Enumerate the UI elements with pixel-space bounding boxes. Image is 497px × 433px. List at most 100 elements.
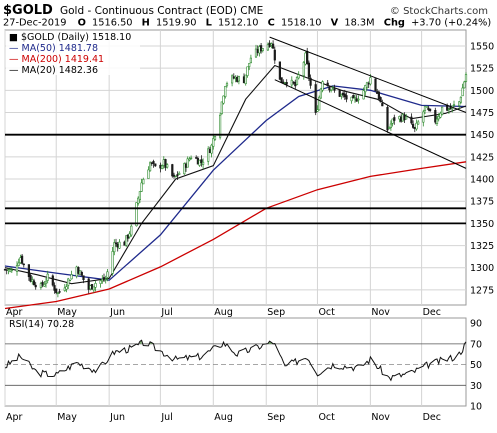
- y-tick-label: 1450: [470, 130, 494, 141]
- candle-body: [79, 270, 82, 276]
- candle-body: [106, 271, 109, 278]
- y-tick-label: 1425: [470, 152, 494, 163]
- y-tick-label: 1300: [470, 263, 494, 274]
- candle-body: [399, 116, 403, 122]
- candle-body: [34, 284, 37, 288]
- candle-body: [388, 127, 391, 129]
- y-tick-label: 1375: [470, 197, 494, 208]
- candle-body: [425, 106, 428, 108]
- candle-body: [464, 74, 468, 82]
- x-tick-label: Oct: [318, 412, 335, 423]
- candle-body: [447, 108, 451, 111]
- candle-body: [184, 163, 188, 168]
- candle-body: [82, 275, 85, 281]
- candle-body: [140, 182, 143, 192]
- candle-body: [411, 123, 415, 128]
- candle-body: [123, 241, 126, 246]
- candle-body: [459, 96, 463, 103]
- candle-body: [150, 162, 153, 164]
- candle-body: [270, 43, 273, 46]
- quote-line: 27-Dec-2019 O 1516.50 H 1519.90 L 1512.1…: [3, 18, 491, 29]
- candle-body: [379, 97, 382, 103]
- candle-body: [427, 107, 430, 111]
- candle-body: [449, 107, 452, 110]
- candle-body: [213, 136, 217, 140]
- candle-body: [283, 82, 287, 84]
- y-tick-label: 1325: [470, 241, 494, 252]
- candle-body: [452, 104, 456, 106]
- candle-body: [391, 118, 394, 124]
- candle-body: [164, 159, 167, 168]
- candle-body: [306, 50, 309, 64]
- candle-body: [94, 282, 97, 288]
- candle-body: [111, 251, 114, 274]
- candle-body: [154, 163, 157, 167]
- candle-body: [381, 103, 384, 107]
- candle-body: [417, 121, 420, 125]
- candle-body: [126, 234, 129, 239]
- y-tick-label: 1525: [470, 64, 494, 75]
- candle-body: [207, 148, 210, 162]
- candle-body: [10, 269, 13, 272]
- ma50-line: [4, 85, 467, 281]
- x-tick-label: Apr: [6, 412, 23, 423]
- candle-body: [188, 158, 191, 161]
- candle-body: [3, 268, 7, 271]
- candle-body: [261, 48, 264, 51]
- candle-body: [353, 97, 357, 100]
- candle-body: [142, 179, 145, 185]
- candle-body: [161, 165, 164, 169]
- x-tick-label: Jun: [109, 412, 125, 423]
- candle-body: [56, 292, 59, 294]
- candle-body: [256, 49, 259, 54]
- candle-body: [176, 174, 179, 177]
- candle-body: [437, 116, 440, 120]
- rsi-tick-label: 10: [470, 402, 482, 413]
- candle-body: [273, 49, 276, 61]
- candle-body: [137, 197, 140, 204]
- price-x-axis: Apr May Jun Jul Aug Sep Oct Nov Dec: [6, 307, 441, 318]
- candle-body: [80, 271, 83, 276]
- candle-body: [219, 114, 222, 138]
- candle-body: [352, 95, 355, 99]
- candle-body: [67, 278, 70, 286]
- candle-body: [294, 82, 297, 87]
- candle-body: [17, 262, 20, 266]
- candle-body: [364, 85, 367, 93]
- candle-body: [328, 86, 331, 91]
- candle-body: [198, 159, 201, 166]
- candle-body: [423, 105, 427, 111]
- channel-upper-line: [269, 36, 467, 113]
- price-candles: [3, 40, 468, 298]
- candle-body: [415, 122, 418, 130]
- x-tick-label: Dec: [423, 307, 441, 318]
- candle-body: [446, 105, 449, 111]
- candle-body: [439, 113, 442, 118]
- candle-body: [398, 116, 401, 120]
- candle-body: [53, 285, 56, 291]
- candle-body: [44, 281, 48, 284]
- rsi-y-axis: 90 70 50 30 10: [470, 319, 482, 413]
- candle-body: [58, 291, 61, 293]
- x-tick-label: Jun: [109, 307, 125, 318]
- x-tick-label: May: [57, 307, 77, 318]
- instrument-name: Gold - Continuous Contract (EOD) CME: [60, 5, 263, 17]
- legend-ma20: — MA(20) 1482.36: [9, 65, 98, 76]
- candle-body: [249, 57, 253, 64]
- x-tick-label: Nov: [371, 412, 390, 423]
- candle-body: [461, 87, 464, 97]
- candle-body: [297, 74, 300, 79]
- candle-body: [369, 77, 372, 85]
- x-tick-label: Oct: [318, 307, 335, 318]
- candle-body: [403, 114, 406, 121]
- candle-body: [208, 149, 212, 153]
- candle-body: [68, 279, 71, 282]
- y-tick-label: 1550: [470, 41, 494, 52]
- y-tick-label: 1400: [470, 175, 494, 186]
- candle-body: [232, 76, 235, 79]
- candle-body: [159, 164, 162, 169]
- candle-body: [367, 83, 370, 85]
- candle-body: [278, 61, 282, 80]
- candle-body: [125, 235, 128, 246]
- candle-body: [104, 278, 107, 281]
